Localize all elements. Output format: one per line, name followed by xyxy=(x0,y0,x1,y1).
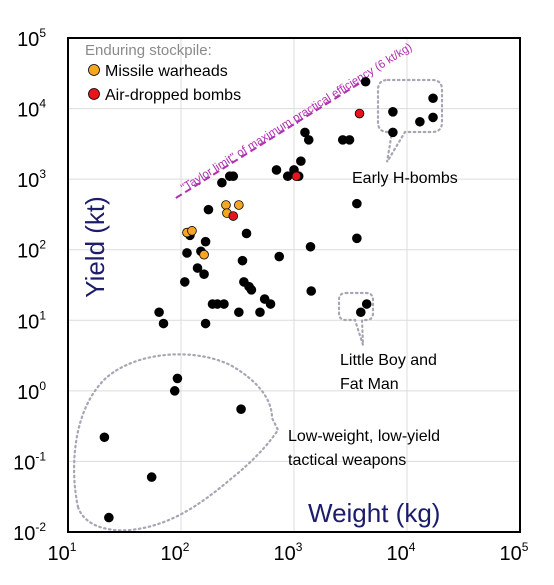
point-s0-0 xyxy=(99,432,110,443)
point-s1-2 xyxy=(199,249,209,260)
point-s0-47 xyxy=(361,299,372,309)
x-axis-title: Weight (kg) xyxy=(308,498,440,528)
x-tick-label-2: 103 xyxy=(274,540,303,565)
point-s0-29 xyxy=(255,307,265,318)
point-s0-48 xyxy=(360,76,371,87)
point-s0-51 xyxy=(415,116,425,127)
y-tick-label-4: 102 xyxy=(17,238,46,263)
y-tick-label-1: 10-1 xyxy=(13,449,46,474)
y-tick-label-3: 101 xyxy=(17,308,46,333)
y-tick-label-0: 10-2 xyxy=(13,520,46,545)
legend-title: Enduring stockpile: xyxy=(85,42,212,59)
point-s0-24 xyxy=(237,255,248,266)
legend-swatch-missile-warheads xyxy=(88,64,100,76)
y-tick-label-2: 100 xyxy=(17,379,46,404)
point-s1-5 xyxy=(234,200,244,210)
point-s0-14 xyxy=(200,236,211,247)
point-s0-33 xyxy=(274,251,285,262)
point-s0-23 xyxy=(234,307,244,318)
point-s0-50 xyxy=(388,127,398,138)
legend: Enduring stockpile: Missile warheads Air… xyxy=(85,42,241,104)
legend-swatch-air-dropped-bombs xyxy=(88,88,100,100)
callout-early-h-bombs xyxy=(376,78,444,163)
plot-frame xyxy=(67,37,521,533)
annotation-tactical-2: tactical weapons xyxy=(288,452,406,469)
x-tick-label-3: 104 xyxy=(387,540,416,565)
point-s0-37 xyxy=(296,156,306,166)
point-s0-39 xyxy=(303,135,314,145)
point-s0-11 xyxy=(192,263,203,273)
point-s0-46 xyxy=(355,307,366,318)
annotation-tactical-1: Low-weight, low-yield xyxy=(288,428,440,445)
callout-little-boy-fat-man xyxy=(337,291,375,346)
point-s0-2 xyxy=(146,472,157,482)
point-s2-1 xyxy=(291,171,302,182)
point-s1-3 xyxy=(221,200,231,210)
point-s1-1 xyxy=(187,226,197,236)
point-s0-3 xyxy=(169,386,180,396)
x-tick-label-1: 102 xyxy=(161,540,190,565)
point-s0-38 xyxy=(300,127,310,138)
point-s0-9 xyxy=(182,248,192,258)
point-s0-1 xyxy=(104,512,114,523)
y-tick-labels: 10-2 10-1 100 101 102 103 104 105 xyxy=(13,26,46,545)
point-s0-44 xyxy=(352,198,362,209)
point-s0-20 xyxy=(219,299,229,309)
y-axis-title: Yield (kt) xyxy=(80,196,110,298)
point-s0-53 xyxy=(428,112,438,123)
point-s2-0 xyxy=(228,211,239,221)
point-s0-8 xyxy=(179,277,190,287)
y-tick-label-6: 104 xyxy=(17,97,46,122)
point-s0-4 xyxy=(172,373,183,384)
y-tick-label-7: 105 xyxy=(17,26,46,51)
legend-label-air-dropped-bombs: Air-dropped bombs xyxy=(105,87,241,104)
point-s0-32 xyxy=(271,165,282,175)
point-s0-16 xyxy=(203,204,214,215)
point-s0-13 xyxy=(199,269,209,279)
callout-shapes xyxy=(72,78,444,532)
point-s0-41 xyxy=(306,286,317,296)
point-s0-26 xyxy=(241,228,252,239)
legend-label-missile-warheads: Missile warheads xyxy=(105,63,228,80)
point-s0-52 xyxy=(428,93,438,104)
x-tick-label-4: 105 xyxy=(500,540,529,565)
point-s0-15 xyxy=(200,318,211,329)
annotation-early-h-bombs: Early H-bombs xyxy=(352,170,458,187)
point-s0-31 xyxy=(265,299,276,309)
point-s0-28 xyxy=(246,285,257,295)
point-s0-6 xyxy=(154,307,164,318)
point-s0-49 xyxy=(388,107,398,117)
x-tick-labels: 101 102 103 104 105 xyxy=(48,540,529,565)
point-s0-40 xyxy=(305,241,316,252)
point-s0-45 xyxy=(352,233,362,244)
data-points xyxy=(99,76,438,523)
point-s0-5 xyxy=(236,404,246,414)
point-s2-2 xyxy=(354,108,365,119)
point-s0-7 xyxy=(158,318,169,329)
x-tick-label-0: 101 xyxy=(48,540,77,565)
annotation-little-boy-fat-man-2: Fat Man xyxy=(340,376,399,393)
annotation-little-boy-fat-man-1: Little Boy and xyxy=(340,352,437,369)
point-s0-22 xyxy=(228,171,239,182)
y-tick-label-5: 103 xyxy=(17,167,46,192)
point-s0-43 xyxy=(344,135,355,145)
point-s0-19 xyxy=(217,177,227,188)
callout-tactical-weapons xyxy=(72,353,280,532)
taylor-limit-line xyxy=(175,80,363,199)
